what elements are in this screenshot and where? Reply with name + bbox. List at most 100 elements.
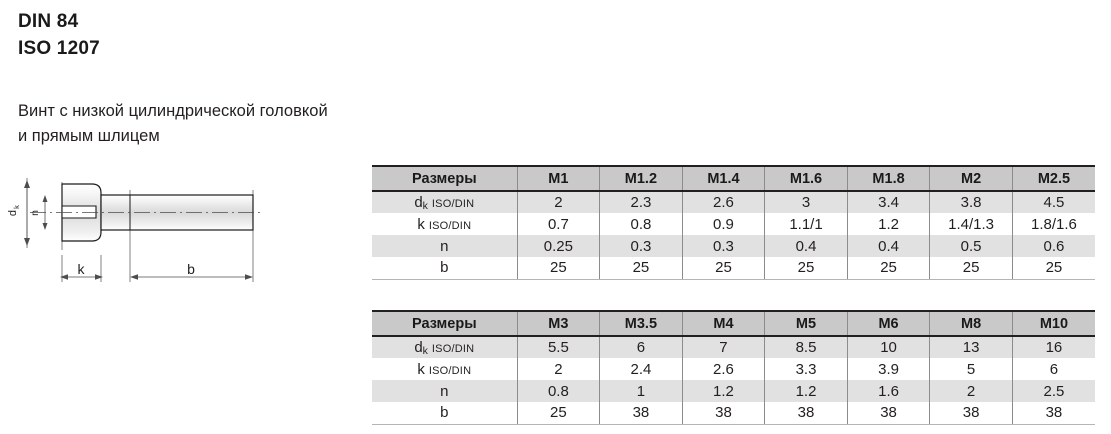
cell-value: 0.8 bbox=[599, 213, 683, 235]
cell-value: 7 bbox=[681, 336, 765, 358]
cell-value: 2.5 bbox=[1011, 380, 1095, 402]
cell-value: 25 bbox=[1011, 257, 1095, 280]
cell-value: 6 bbox=[599, 336, 683, 358]
header-size-m5: M5 bbox=[764, 310, 848, 337]
table-row: k ISO/DIN 2 2.4 2.6 3.3 3.9 5 6 bbox=[372, 358, 1095, 380]
cell-value: 25 bbox=[929, 257, 1013, 280]
header-size-m2: M2 bbox=[929, 165, 1013, 192]
cell-value: 0.4 bbox=[846, 235, 930, 257]
cell-value: 25 bbox=[846, 257, 930, 280]
standard-iso-label: ISO 1207 bbox=[18, 38, 100, 59]
header-size-m1-6: M1.6 bbox=[764, 165, 848, 192]
dimensions-table-large: Размеры M3 M3.5 M4 M5 M6 M8 M10 dk ISO/DI… bbox=[372, 310, 1095, 425]
cell-value: 0.9 bbox=[681, 213, 765, 235]
cell-value: 0.5 bbox=[929, 235, 1013, 257]
cell-value: 2.6 bbox=[681, 358, 765, 380]
cell-value: 1 bbox=[599, 380, 683, 402]
standard-heading: DIN 84 ISO 1207 bbox=[18, 8, 358, 62]
svg-text:n: n bbox=[29, 210, 41, 216]
row-label-b: b bbox=[372, 257, 518, 280]
header-size-m3-5: M3.5 bbox=[599, 310, 683, 337]
cell-value: 0.7 bbox=[516, 213, 600, 235]
header-size-m1-8: M1.8 bbox=[846, 165, 930, 192]
cell-value: 1.4/1.3 bbox=[929, 213, 1013, 235]
table-row: dk ISO/DIN 2 2.3 2.6 3 3.4 3.8 4.5 bbox=[372, 191, 1095, 213]
cell-value: 25 bbox=[599, 257, 683, 280]
n-dimension-label: n bbox=[29, 210, 41, 216]
cell-value: 1.2 bbox=[764, 380, 848, 402]
cell-value: 1.6 bbox=[846, 380, 930, 402]
cell-value: 0.6 bbox=[1011, 235, 1095, 257]
cell-value: 25 bbox=[681, 257, 765, 280]
header-size-m1-4: M1.4 bbox=[681, 165, 765, 192]
table-row: n 0.8 1 1.2 1.2 1.6 2 2.5 bbox=[372, 380, 1095, 402]
svg-text:d: d bbox=[7, 210, 19, 216]
cell-value: 1.2 bbox=[846, 213, 930, 235]
cell-value: 3.9 bbox=[846, 358, 930, 380]
cell-value: 25 bbox=[764, 257, 848, 280]
b-dimension-label: b bbox=[187, 261, 195, 277]
cell-value: 38 bbox=[764, 402, 848, 425]
cell-value: 38 bbox=[681, 402, 765, 425]
cell-value: 4.5 bbox=[1011, 191, 1095, 213]
k-dimension-label: k bbox=[78, 261, 86, 277]
table-row: n 0.25 0.3 0.3 0.4 0.4 0.5 0.6 bbox=[372, 235, 1095, 257]
row-label-k: k ISO/DIN bbox=[417, 360, 472, 378]
row-label-dk: dk ISO/DIN bbox=[414, 194, 475, 212]
cell-value: 0.4 bbox=[764, 235, 848, 257]
cell-value: 10 bbox=[846, 336, 930, 358]
table-row: b 25 38 38 38 38 38 38 bbox=[372, 402, 1095, 425]
row-label-n: n bbox=[440, 237, 449, 255]
cell-value: 3.4 bbox=[846, 191, 930, 213]
cell-value: 5.5 bbox=[516, 336, 600, 358]
header-size-m8: M8 bbox=[929, 310, 1013, 337]
dk-dimension-arrow bbox=[24, 180, 30, 246]
cell-value: 6 bbox=[1011, 358, 1095, 380]
header-size-m3: M3 bbox=[516, 310, 600, 337]
cell-value: 1.8/1.6 bbox=[1011, 213, 1095, 235]
table-row: dk ISO/DIN 5.5 6 7 8.5 10 13 16 bbox=[372, 336, 1095, 358]
screw-technical-drawing: d k n k b bbox=[0, 160, 300, 295]
cell-value: 0.3 bbox=[681, 235, 765, 257]
k-dimension-arrow bbox=[60, 274, 103, 280]
cell-value: 2.4 bbox=[599, 358, 683, 380]
cell-value: 38 bbox=[1011, 402, 1095, 425]
cell-value: 5 bbox=[929, 358, 1013, 380]
cell-value: 1.1/1 bbox=[764, 213, 848, 235]
row-label-k: k ISO/DIN bbox=[417, 215, 472, 233]
cell-value: 3.3 bbox=[764, 358, 848, 380]
cell-value: 0.8 bbox=[516, 380, 600, 402]
table-row: k ISO/DIN 0.7 0.8 0.9 1.1/1 1.2 1.4/1.3 1… bbox=[372, 213, 1095, 235]
b-dimension-arrow bbox=[130, 274, 253, 280]
cell-value: 2.6 bbox=[681, 191, 765, 213]
cell-value: 38 bbox=[599, 402, 683, 425]
cell-value: 3 bbox=[764, 191, 848, 213]
dimensions-table-small: Размеры M1 M1.2 M1.4 M1.6 M1.8 M2 M2.5 d… bbox=[372, 165, 1095, 280]
description-line-1: Винт с низкой цилиндрической головкой bbox=[18, 102, 328, 120]
header-size-m4: M4 bbox=[681, 310, 765, 337]
cell-value: 13 bbox=[929, 336, 1013, 358]
header-size-m6: M6 bbox=[846, 310, 930, 337]
cell-value: 16 bbox=[1011, 336, 1095, 358]
cell-value: 8.5 bbox=[764, 336, 848, 358]
header-size-m10: M10 bbox=[1011, 310, 1095, 337]
cell-value: 25 bbox=[516, 257, 600, 280]
cell-value: 25 bbox=[516, 402, 600, 425]
cell-value: 38 bbox=[846, 402, 930, 425]
row-label-b: b bbox=[372, 402, 518, 425]
cell-value: 0.25 bbox=[516, 235, 600, 257]
cell-value: 2 bbox=[929, 380, 1013, 402]
table-row: b 25 25 25 25 25 25 25 bbox=[372, 257, 1095, 280]
cell-value: 2 bbox=[516, 191, 600, 213]
row-label-dk: dk ISO/DIN bbox=[414, 339, 475, 357]
description-line-2: и прямым шлицем bbox=[18, 127, 160, 145]
product-description: Винт с низкой цилиндрической головкой и … bbox=[18, 99, 488, 149]
header-dimensions-label: Размеры bbox=[372, 165, 518, 192]
svg-text:k: k bbox=[12, 205, 21, 209]
standard-din-label: DIN 84 bbox=[18, 11, 79, 32]
table-header-row: Размеры M3 M3.5 M4 M5 M6 M8 M10 bbox=[372, 310, 1095, 337]
cell-value: 3.8 bbox=[929, 191, 1013, 213]
screw-slot bbox=[61, 205, 97, 219]
dk-dimension-label: d k bbox=[7, 205, 21, 216]
header-size-m2-5: M2.5 bbox=[1011, 165, 1095, 192]
